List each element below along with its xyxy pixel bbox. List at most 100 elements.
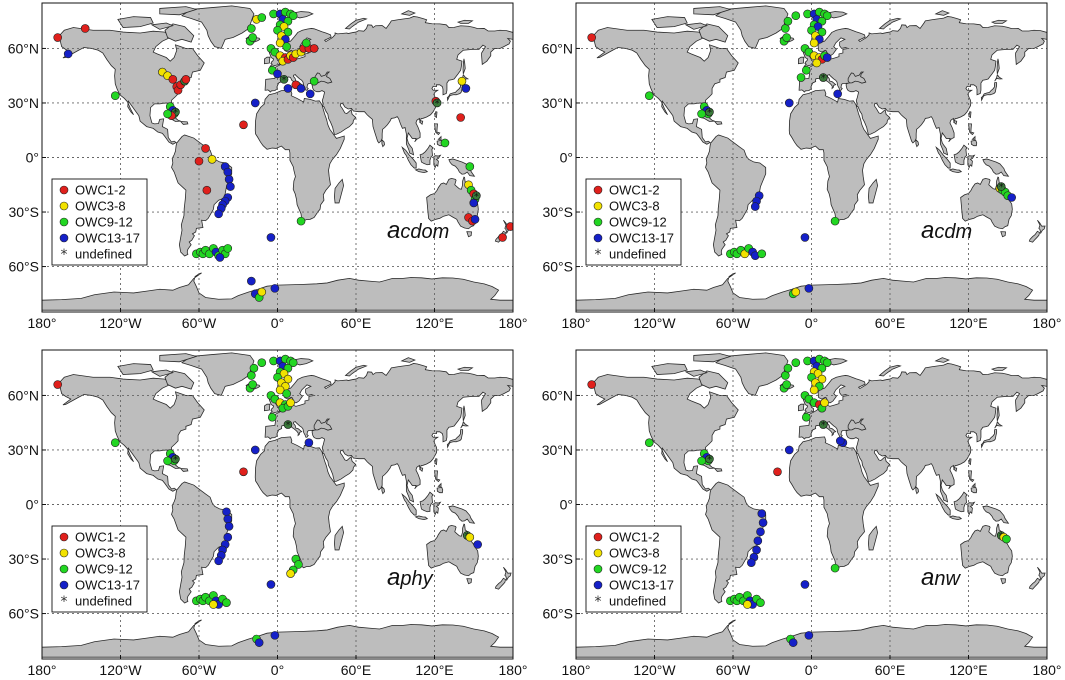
map-panel-acdom: * * * * * 180° 120°W 60°W 0° 60°E 120°E 180° 60°N 30°… — [8, 2, 528, 331]
station-marker-owc9-12 — [783, 363, 793, 373]
station-marker-owc13-17 — [756, 527, 765, 537]
station-marker-owc3-8 — [209, 600, 218, 609]
land-shape — [981, 430, 996, 448]
y-tick-label: 30°N — [8, 442, 39, 458]
land-shape — [160, 354, 197, 362]
station-marker-owc13-17 — [750, 202, 760, 211]
legend-label: OWC9-12 — [609, 215, 667, 230]
land-shape — [402, 147, 416, 168]
x-tick-label: 120°W — [633, 315, 676, 331]
land-shape — [715, 469, 722, 472]
land-shape — [592, 375, 739, 492]
svg-text:*: * — [285, 420, 290, 431]
land-shape — [435, 471, 440, 482]
land-shape — [968, 502, 975, 514]
panels-container: * * * * * 180° 120°W 60°W 0° 60°E 120°E 180° 60°N 30°… — [8, 2, 1061, 678]
y-tick-label: 30°N — [8, 95, 39, 111]
land-shape — [971, 140, 977, 145]
land-shape — [165, 24, 194, 42]
legend-label: OWC9-12 — [75, 215, 133, 230]
station-marker-owc3-8 — [457, 76, 467, 86]
y-tick-label: 0° — [26, 150, 39, 166]
land-shape — [495, 578, 505, 589]
station-marker-owc3-8 — [257, 287, 267, 297]
land-shape — [652, 364, 687, 375]
panel-variable-label: acdom — [387, 217, 449, 244]
x-axis-ticks: 180° 120°W 60°W 0° 60°E 120°E 180° — [562, 308, 1061, 331]
land-shape — [868, 526, 877, 550]
y-tick-label: 0° — [560, 150, 573, 166]
land-shape — [954, 145, 967, 165]
land-shape — [420, 121, 423, 124]
x-tick-label: 180° — [499, 315, 528, 331]
station-marker-owc3-8 — [286, 398, 295, 408]
station-marker-owc13-17 — [784, 445, 794, 455]
land-shape — [382, 487, 385, 494]
svg-text:*: * — [474, 191, 479, 202]
y-axis-ticks: 60°N 30°N 0° 30°S 60°S — [8, 387, 46, 622]
land-shape — [716, 6, 788, 49]
land-shape — [152, 23, 173, 29]
station-marker-owc13-17 — [224, 522, 234, 531]
station-marker-owc13-17 — [747, 558, 756, 567]
land-shape — [1001, 579, 1006, 584]
land-shape — [799, 363, 1047, 501]
land-shape — [799, 16, 1047, 154]
y-axis-ticks: 60°N 30°N 0° 30°S 60°S — [542, 40, 580, 275]
legend-marker — [59, 532, 69, 542]
land-shape — [449, 159, 475, 176]
land-shape — [652, 17, 687, 28]
station-marker-owc13-17 — [757, 509, 767, 518]
station-marker-owc9-12 — [781, 24, 790, 33]
station-marker-owc9-12 — [247, 24, 256, 33]
station-marker-owc9-12 — [223, 244, 233, 253]
y-tick-label: 60°N — [542, 40, 573, 56]
map-panel-acdm: * * * 180° 120°W 60°W 0° 60°E 120°E 180° 60°N 30°N 0… — [542, 2, 1061, 331]
land-shape — [969, 124, 974, 135]
land-shape — [265, 16, 513, 154]
x-tick-label: 60°E — [875, 662, 906, 678]
station-marker-owc3-8 — [275, 385, 285, 395]
land-shape — [699, 24, 728, 42]
station-marker-owc13-17 — [222, 507, 231, 517]
svg-text:*: * — [282, 75, 287, 86]
station-marker-owc3-8 — [275, 38, 285, 48]
legend-marker — [59, 201, 69, 211]
land-shape — [152, 370, 173, 376]
station-marker-owc9-12 — [288, 358, 298, 368]
station-marker-owc13-17 — [752, 545, 761, 555]
land-shape — [334, 179, 343, 203]
legend-label: OWC13-17 — [75, 578, 140, 593]
legend-label: undefined — [609, 594, 666, 609]
station-marker-owc13-17 — [214, 209, 223, 219]
land-shape — [58, 375, 205, 492]
station-points: * * * * * — [53, 7, 513, 302]
svg-text:*: * — [707, 455, 712, 466]
map-panel-anw: * * * 180° 120°W 60°W 0° 60°E 120°E 180° 60°N 30°N 0… — [542, 349, 1061, 678]
legend-label: OWC13-17 — [609, 231, 674, 246]
land-shape — [916, 487, 919, 494]
land-shape — [463, 406, 465, 421]
station-marker-owc13-17 — [758, 518, 768, 527]
station-marker-owc13-17 — [788, 638, 798, 647]
station-marker-owc13-17 — [784, 98, 794, 108]
land-shape — [789, 437, 878, 568]
svg-text:*: * — [173, 108, 178, 119]
station-marker-owc13-17 — [800, 233, 810, 242]
x-tick-label: 180° — [562, 662, 591, 678]
station-marker-owc13-17 — [224, 175, 234, 184]
land-shape — [936, 147, 950, 168]
x-tick-label: 0° — [805, 315, 818, 331]
station-marker-owc1-2 — [53, 33, 63, 42]
land-shape — [686, 370, 707, 376]
y-tick-label: 30°N — [542, 95, 573, 111]
x-tick-label: 120°W — [99, 315, 142, 331]
station-marker-owc1-2 — [506, 222, 513, 231]
station-marker-owc9-12 — [782, 33, 791, 42]
x-axis-ticks: 180° 120°W 60°W 0° 60°E 120°E 180° — [28, 308, 528, 331]
station-marker-owc9-12 — [801, 412, 811, 422]
land-shape — [969, 112, 971, 118]
station-marker-owc9-12 — [783, 16, 793, 26]
station-marker-owc1-2 — [456, 113, 465, 122]
land-shape — [936, 11, 949, 16]
